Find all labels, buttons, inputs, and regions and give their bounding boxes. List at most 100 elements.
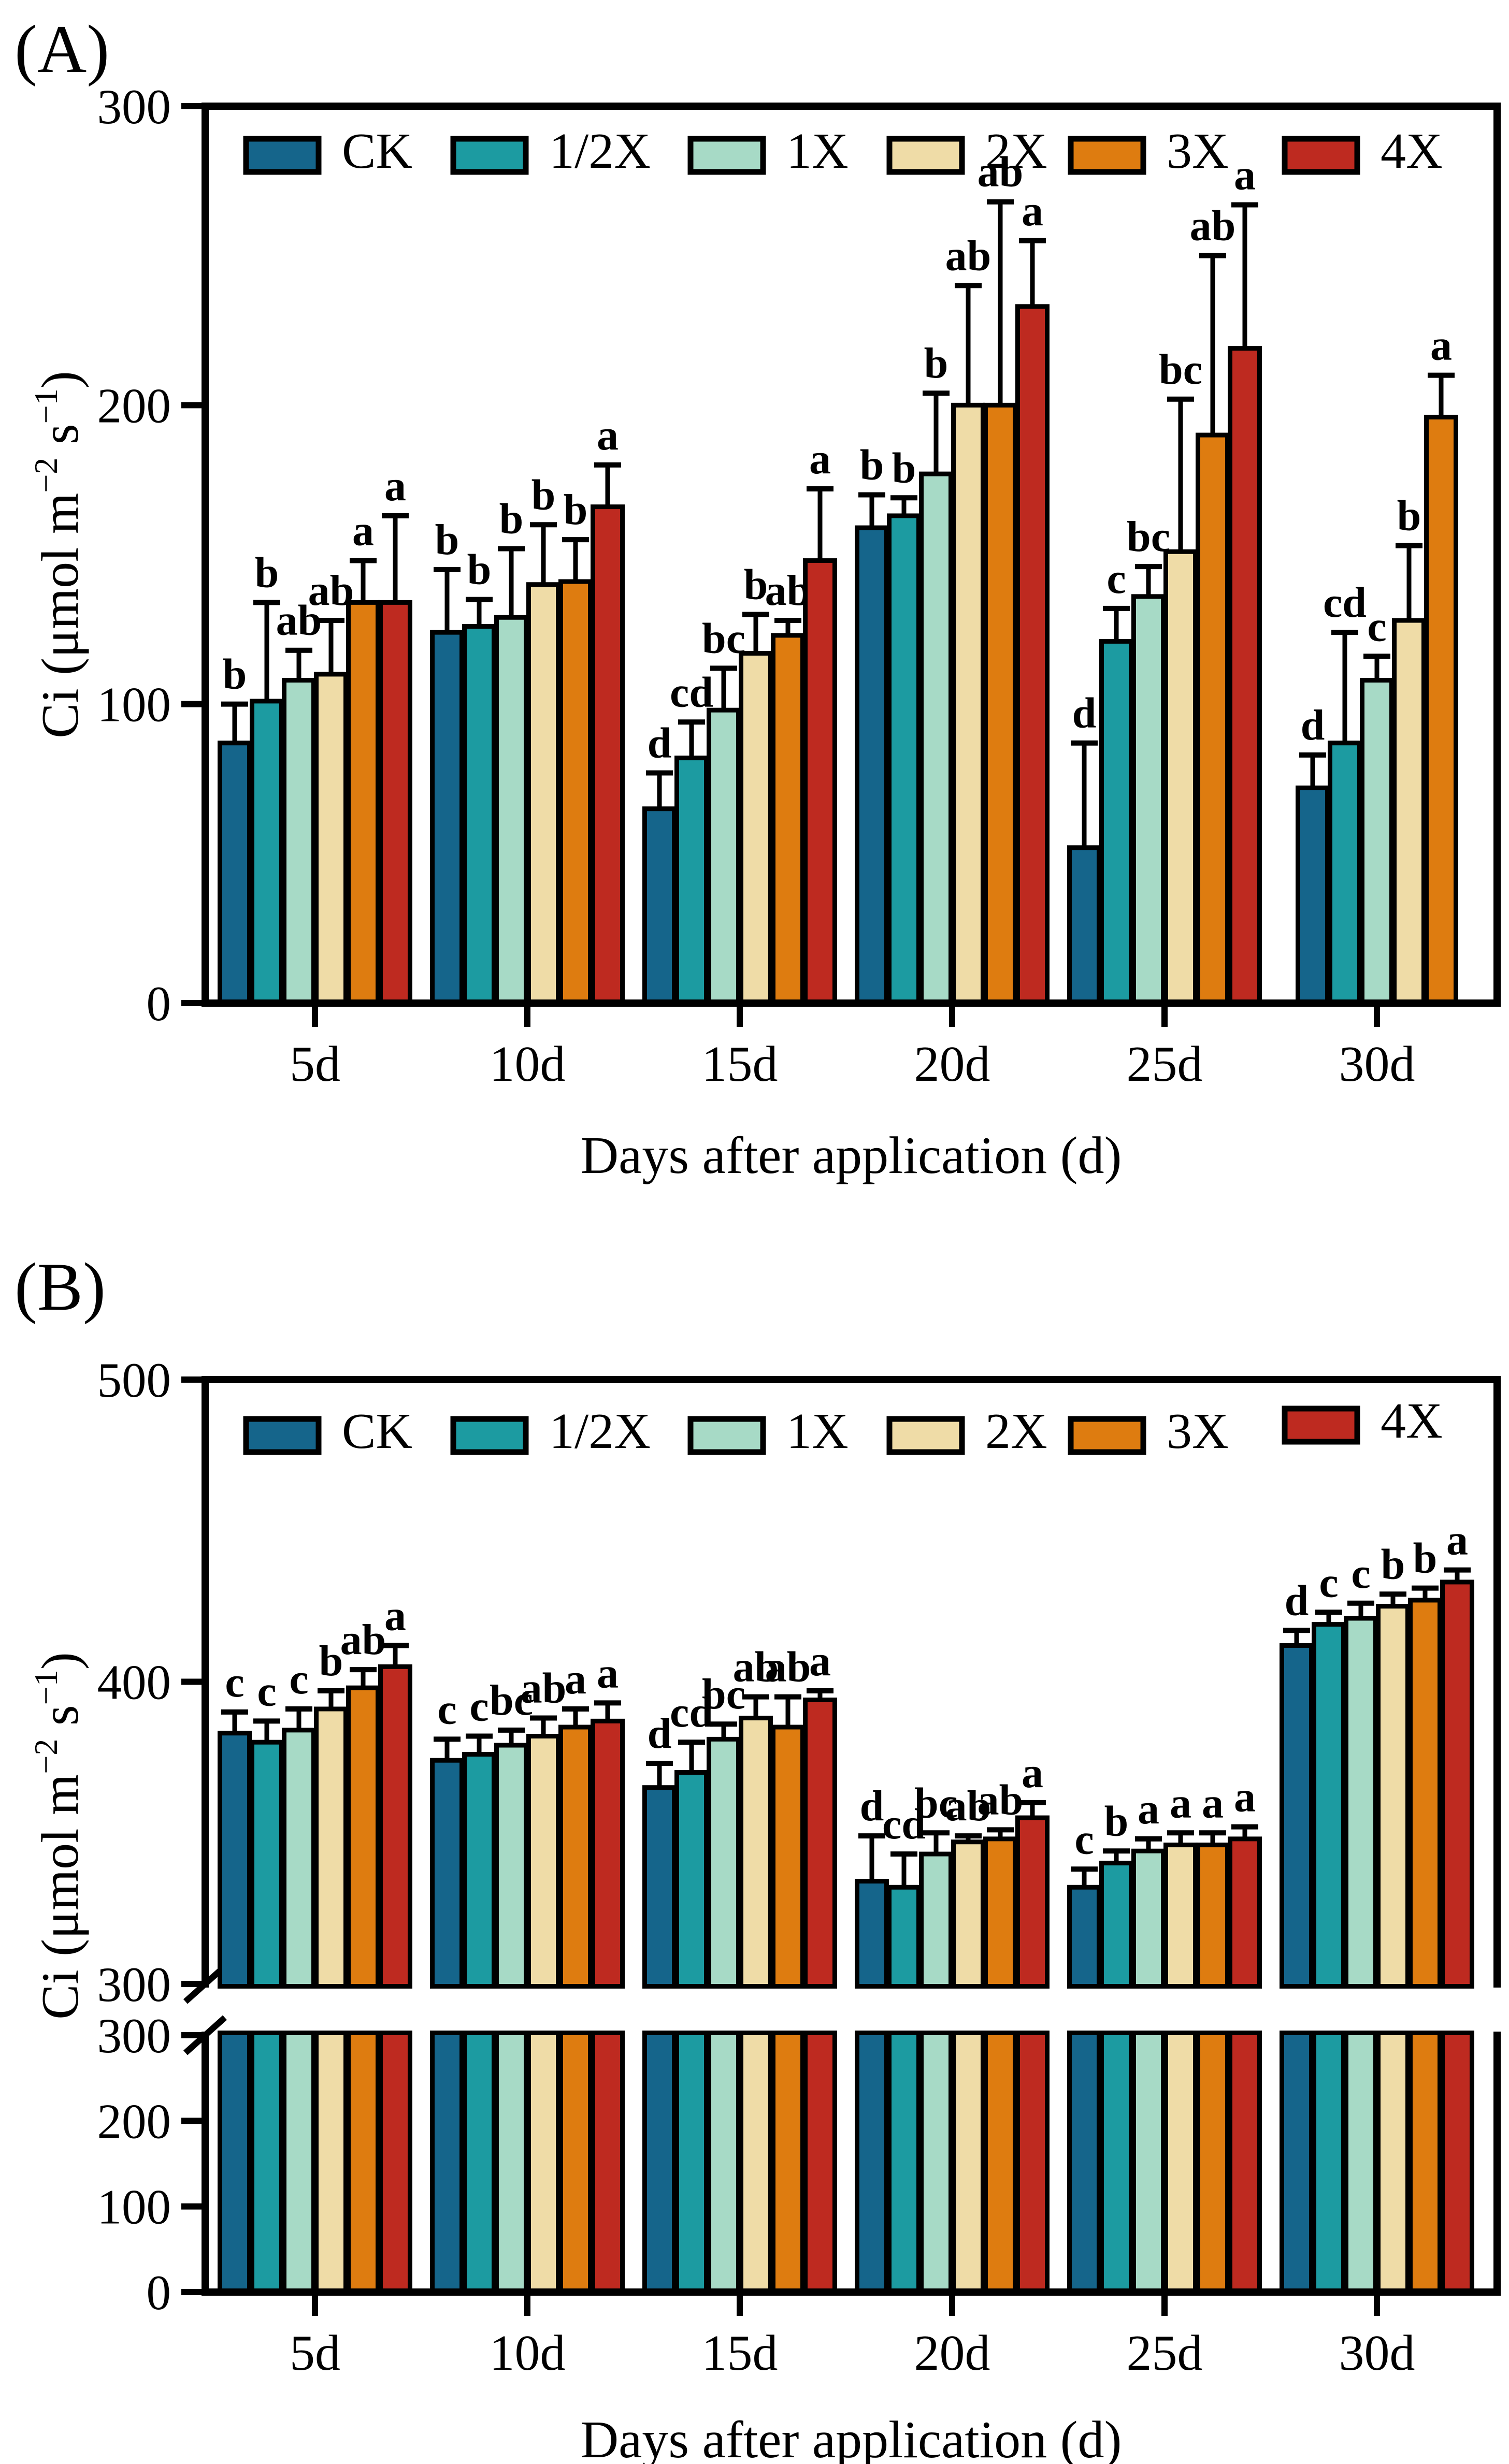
bar-4X-10d-lower — [591, 2031, 625, 2295]
bar-2X-20d-upper — [951, 1839, 985, 1989]
x-tick-label: 25d — [1127, 1036, 1203, 1092]
bar-3X-25d-lower — [1196, 2031, 1230, 2295]
bar-1/2X-20d — [887, 513, 921, 1006]
bar-3X-5d-upper — [346, 1685, 380, 1989]
y-tick-label: 300 — [97, 79, 171, 134]
y-tick-label: 300 — [97, 1957, 171, 2012]
bar-2X-30d-upper — [1376, 1604, 1410, 1989]
bar-CK-30d — [1296, 785, 1330, 1006]
sig-letter: ab — [733, 1643, 779, 1691]
legend-item-1/2X: 1/2X — [450, 123, 651, 179]
legend-item-4X: 4X — [1282, 1393, 1443, 1449]
sig-letter: b — [564, 486, 588, 534]
bar-CK-10d-upper — [430, 1758, 464, 1989]
sig-letter: bc — [702, 614, 745, 662]
sig-letter: d — [860, 1782, 884, 1830]
bar-1X-20d-upper — [919, 1851, 953, 1989]
sig-letter: c — [289, 1655, 308, 1703]
bar-4X-5d-upper — [378, 1664, 412, 1989]
bar-1X-25d-lower — [1131, 2031, 1166, 2295]
bar-1/2X-20d-lower — [887, 2031, 921, 2295]
bar-CK-15d — [642, 806, 677, 1006]
y-tick-label: 200 — [97, 2094, 171, 2149]
sig-letter: b — [499, 495, 524, 543]
bar-4X-25d-upper — [1228, 1836, 1262, 1989]
sig-letter: b — [1104, 1797, 1129, 1845]
bar-4X-20d-lower — [1015, 2031, 1050, 2295]
legend-label: CK — [342, 1403, 412, 1459]
legend-label: 4X — [1381, 123, 1443, 179]
bar-1/2X-30d-lower — [1312, 2031, 1346, 2295]
bar-1X-20d-lower — [919, 2031, 953, 2295]
legend-swatch-1X — [687, 136, 766, 175]
bar-CK-5d — [218, 741, 252, 1006]
bar-4X-10d-upper — [591, 1718, 625, 1989]
sig-letter: b — [744, 560, 768, 608]
legend-label: 2X — [985, 123, 1047, 179]
legend-label: 4X — [1381, 1393, 1443, 1449]
bar-2X-15d-lower — [739, 2031, 773, 2295]
x-tick-label: 10d — [490, 2325, 566, 2381]
y-tick-label: 200 — [97, 378, 171, 433]
sig-letter: b — [255, 548, 279, 597]
legend-label: 1/2X — [549, 1403, 651, 1459]
bar-2X-25d-upper — [1163, 1843, 1198, 1989]
sig-letter: ab — [945, 1782, 991, 1830]
x-axis-title: Days after application (d) — [580, 2411, 1122, 2464]
sig-letter: b — [319, 1637, 343, 1685]
bar-CK-10d — [430, 630, 464, 1006]
bar-1/2X-15d-lower — [674, 2031, 709, 2295]
y-tick-label: 300 — [97, 2008, 171, 2063]
bar-3X-10d-lower — [558, 2031, 593, 2295]
sig-letter: a — [1430, 322, 1452, 370]
bar-1X-10d — [494, 615, 528, 1006]
bar-CK-30d-upper — [1280, 1643, 1314, 1989]
bar-1X-20d — [919, 471, 953, 1006]
bar-1X-5d-lower — [282, 2031, 316, 2295]
bar-3X-20d — [983, 402, 1017, 1006]
sig-letter: c — [437, 1685, 456, 1733]
sig-letter: c — [1074, 1815, 1094, 1863]
y-tick-label: 0 — [147, 976, 171, 1031]
bar-1/2X-25d-lower — [1099, 2031, 1133, 2295]
bar-2X-5d-upper — [314, 1706, 348, 1989]
sig-letter: bc — [702, 1670, 745, 1718]
legend-swatch-1/2X — [450, 136, 529, 175]
bar-2X-20d — [951, 402, 985, 1006]
sig-letter: c — [257, 1667, 276, 1715]
legend-swatch-3X — [1068, 1416, 1146, 1455]
sig-letter: a — [1234, 1773, 1256, 1821]
y-axis-title: Ci (μmol m−2 s−1) — [27, 371, 90, 738]
sig-letter: bc — [914, 1779, 958, 1827]
sig-letter: b — [892, 444, 916, 492]
x-tick-label: 30d — [1339, 1036, 1415, 1092]
sig-letter: a — [384, 462, 406, 510]
sig-letter: b — [467, 546, 492, 594]
legend-swatch-4X — [1282, 1405, 1360, 1445]
bar-3X-10d-upper — [558, 1724, 593, 1989]
legend-swatch-CK — [243, 1416, 322, 1455]
bar-3X-15d-lower — [771, 2031, 805, 2295]
legend-label: 3X — [1167, 1403, 1229, 1459]
legend-item-2X: 2X — [886, 123, 1047, 179]
panel-b-label: (B) — [15, 1249, 106, 1325]
bar-4X-15d-upper — [803, 1698, 837, 1989]
legend-item-4X: 4X — [1282, 123, 1443, 179]
legend-swatch-3X — [1068, 136, 1146, 175]
bar-1X-5d-upper — [282, 1728, 316, 1989]
sig-letter: d — [1301, 701, 1325, 749]
bar-CK-5d-lower — [218, 2031, 252, 2295]
bar-3X-15d-upper — [771, 1724, 805, 1989]
sig-letter: cd — [882, 1800, 926, 1848]
sig-letter: ab — [765, 1643, 811, 1691]
legend-item-1/2X: 1/2X — [450, 1403, 651, 1459]
bar-2X-10d-upper — [526, 1734, 561, 1989]
bar-CK-10d-lower — [430, 2031, 464, 2295]
x-tick-label: 20d — [914, 2325, 990, 2381]
sig-letter: bc — [1159, 345, 1202, 394]
legend-item-CK: CK — [243, 1403, 412, 1459]
bar-3X-30d — [1424, 414, 1458, 1006]
legend-swatch-4X — [1282, 136, 1360, 175]
sig-letter: ab — [276, 597, 322, 645]
sig-letter: ab — [978, 148, 1024, 196]
